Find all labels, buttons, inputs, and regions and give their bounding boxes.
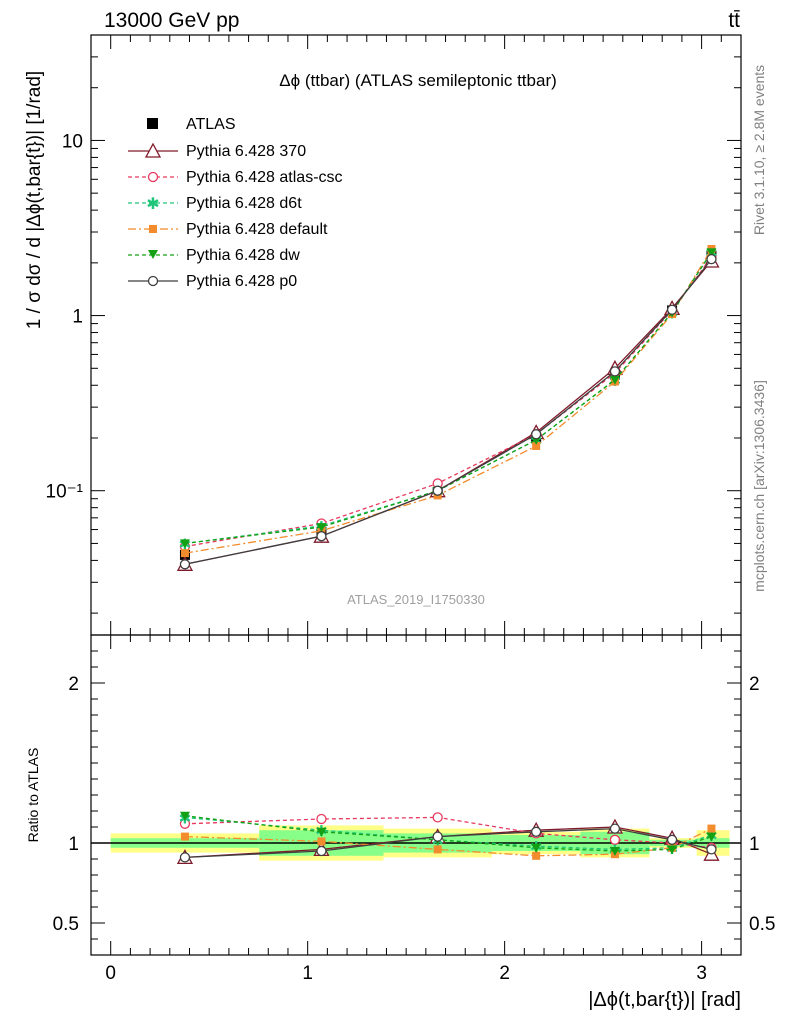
marker-p0 (706, 844, 717, 855)
legend-label-dw: Pythia 6.428 dw (186, 247, 300, 264)
legend-marker-dw (148, 250, 158, 259)
marker-p0 (316, 531, 327, 542)
legend-marker-default (149, 225, 157, 233)
y-tick-label: 10⁻¹ (46, 482, 84, 503)
marker-p0 (179, 852, 191, 863)
marker-p0 (706, 253, 717, 265)
marker-dw (706, 248, 717, 258)
marker-p0 (179, 559, 191, 570)
main-ylabel: 1 / σ dσ / d |Δϕ(t,bar{t})| [1/rad] (24, 71, 45, 329)
series-line-p370 (184, 260, 712, 565)
ratio-tick-label-right: 2 (749, 674, 760, 695)
process-label: tt̄ (728, 9, 740, 32)
marker-default (180, 549, 189, 558)
legend-label-atlas: ATLAS (186, 116, 236, 133)
energy-label: 13000 GeV pp (104, 9, 239, 32)
marker-default (317, 837, 326, 846)
ratio-tick-label-right: 0.5 (749, 914, 775, 935)
axes: 0 1 2 3 10⁻¹ 1 10 0.5 0.5 1 1 2 2 (46, 34, 775, 984)
legend-entry-p0: Pythia 6.428 p0 (128, 273, 297, 290)
x-tick-label: 2 (499, 963, 510, 984)
marker-p0 (666, 304, 678, 315)
legend-marker-atlas (147, 118, 158, 129)
marker-dw (609, 375, 620, 385)
marker-dw (179, 539, 190, 549)
legend-entry-csc: Pythia 6.428 atlas-csc (128, 169, 343, 186)
xlabel: |Δϕ(t,bar{t})| [rad] (588, 989, 741, 1011)
legend-label-p0: Pythia 6.428 p0 (186, 273, 297, 290)
marker-csc (609, 834, 621, 845)
marker-dw (609, 847, 620, 856)
legend-label-default: Pythia 6.428 default (186, 221, 328, 238)
marker-p0 (316, 845, 327, 857)
y-tick-label: 10 (62, 131, 83, 152)
ratio-tick-label-right: 1 (749, 834, 760, 855)
ratio-series: ✱✱✱✱✱✱✱ (176, 810, 720, 865)
watermark: ATLAS_2019_I1750330 (347, 592, 485, 607)
x-tick-label: 3 (696, 963, 707, 984)
rivet-label: Rivet 3.1.10, ≥ 2.8M events (751, 65, 767, 235)
legend-entry-p370: Pythia 6.428 370 (128, 142, 306, 160)
marker-dw (667, 845, 678, 855)
marker-p0 (531, 826, 542, 837)
marker-p0 (609, 823, 621, 834)
x-tick-label: 1 (302, 963, 313, 984)
series-line-p0 (184, 258, 712, 565)
legend-label-p370: Pythia 6.428 370 (186, 143, 306, 160)
marker-dw (316, 523, 327, 533)
marker-p0 (666, 834, 678, 845)
legend-entry-atlas: ATLAS (147, 116, 236, 133)
legend-entry-dw: Pythia 6.428 dw (128, 247, 300, 264)
legend-entry-d6t: ✱ Pythia 6.428 d6t (128, 195, 302, 213)
series-line-d6t (184, 251, 712, 545)
marker-csc (316, 813, 327, 825)
legend-marker-p370 (144, 142, 162, 158)
marker-p0 (531, 429, 542, 440)
main-series: ✱✱✱✱✱✱✱ (176, 244, 720, 571)
marker-dw (706, 832, 717, 842)
legend: ATLAS Pythia 6.428 370 Pythia 6.428 atla… (128, 116, 343, 290)
x-tick-label: 0 (105, 963, 116, 984)
legend-label-d6t: Pythia 6.428 d6t (186, 195, 302, 212)
legend-marker-d6t: ✱ (146, 196, 159, 213)
legend-marker-p0 (147, 275, 159, 287)
legend-entry-default: Pythia 6.428 default (128, 221, 328, 238)
legend-label-csc: Pythia 6.428 atlas-csc (186, 169, 343, 186)
ratio-panel (90, 634, 742, 956)
series-line-csc (184, 256, 712, 548)
ratio-tick-label-left: 0.5 (53, 914, 79, 935)
marker-default (707, 824, 716, 833)
ratio-tick-label-left: 2 (68, 674, 79, 695)
marker-default (433, 845, 442, 854)
marker-dw (316, 827, 327, 837)
marker-csc (432, 812, 443, 823)
series-line-dw (184, 251, 712, 545)
marker-default (532, 441, 541, 450)
marker-default (180, 832, 189, 841)
marker-dw (179, 811, 190, 821)
marker-p0 (432, 831, 443, 842)
mcplots-label: mcplots.cern.ch [arXiv:1306.3436] (751, 380, 767, 592)
series-line-default (184, 248, 713, 554)
ratio-tick-label-left: 1 (68, 834, 79, 855)
legend-marker-csc (147, 171, 159, 183)
plot-title: Δϕ (ttbar) (ATLAS semileptonic ttbar) (279, 71, 557, 90)
marker-default (532, 851, 541, 860)
marker-p0 (432, 485, 443, 496)
marker-p0 (609, 366, 621, 377)
ratio-ylabel: Ratio to ATLAS (25, 748, 41, 843)
y-tick-label: 1 (72, 307, 83, 328)
marker-dw (531, 843, 542, 853)
